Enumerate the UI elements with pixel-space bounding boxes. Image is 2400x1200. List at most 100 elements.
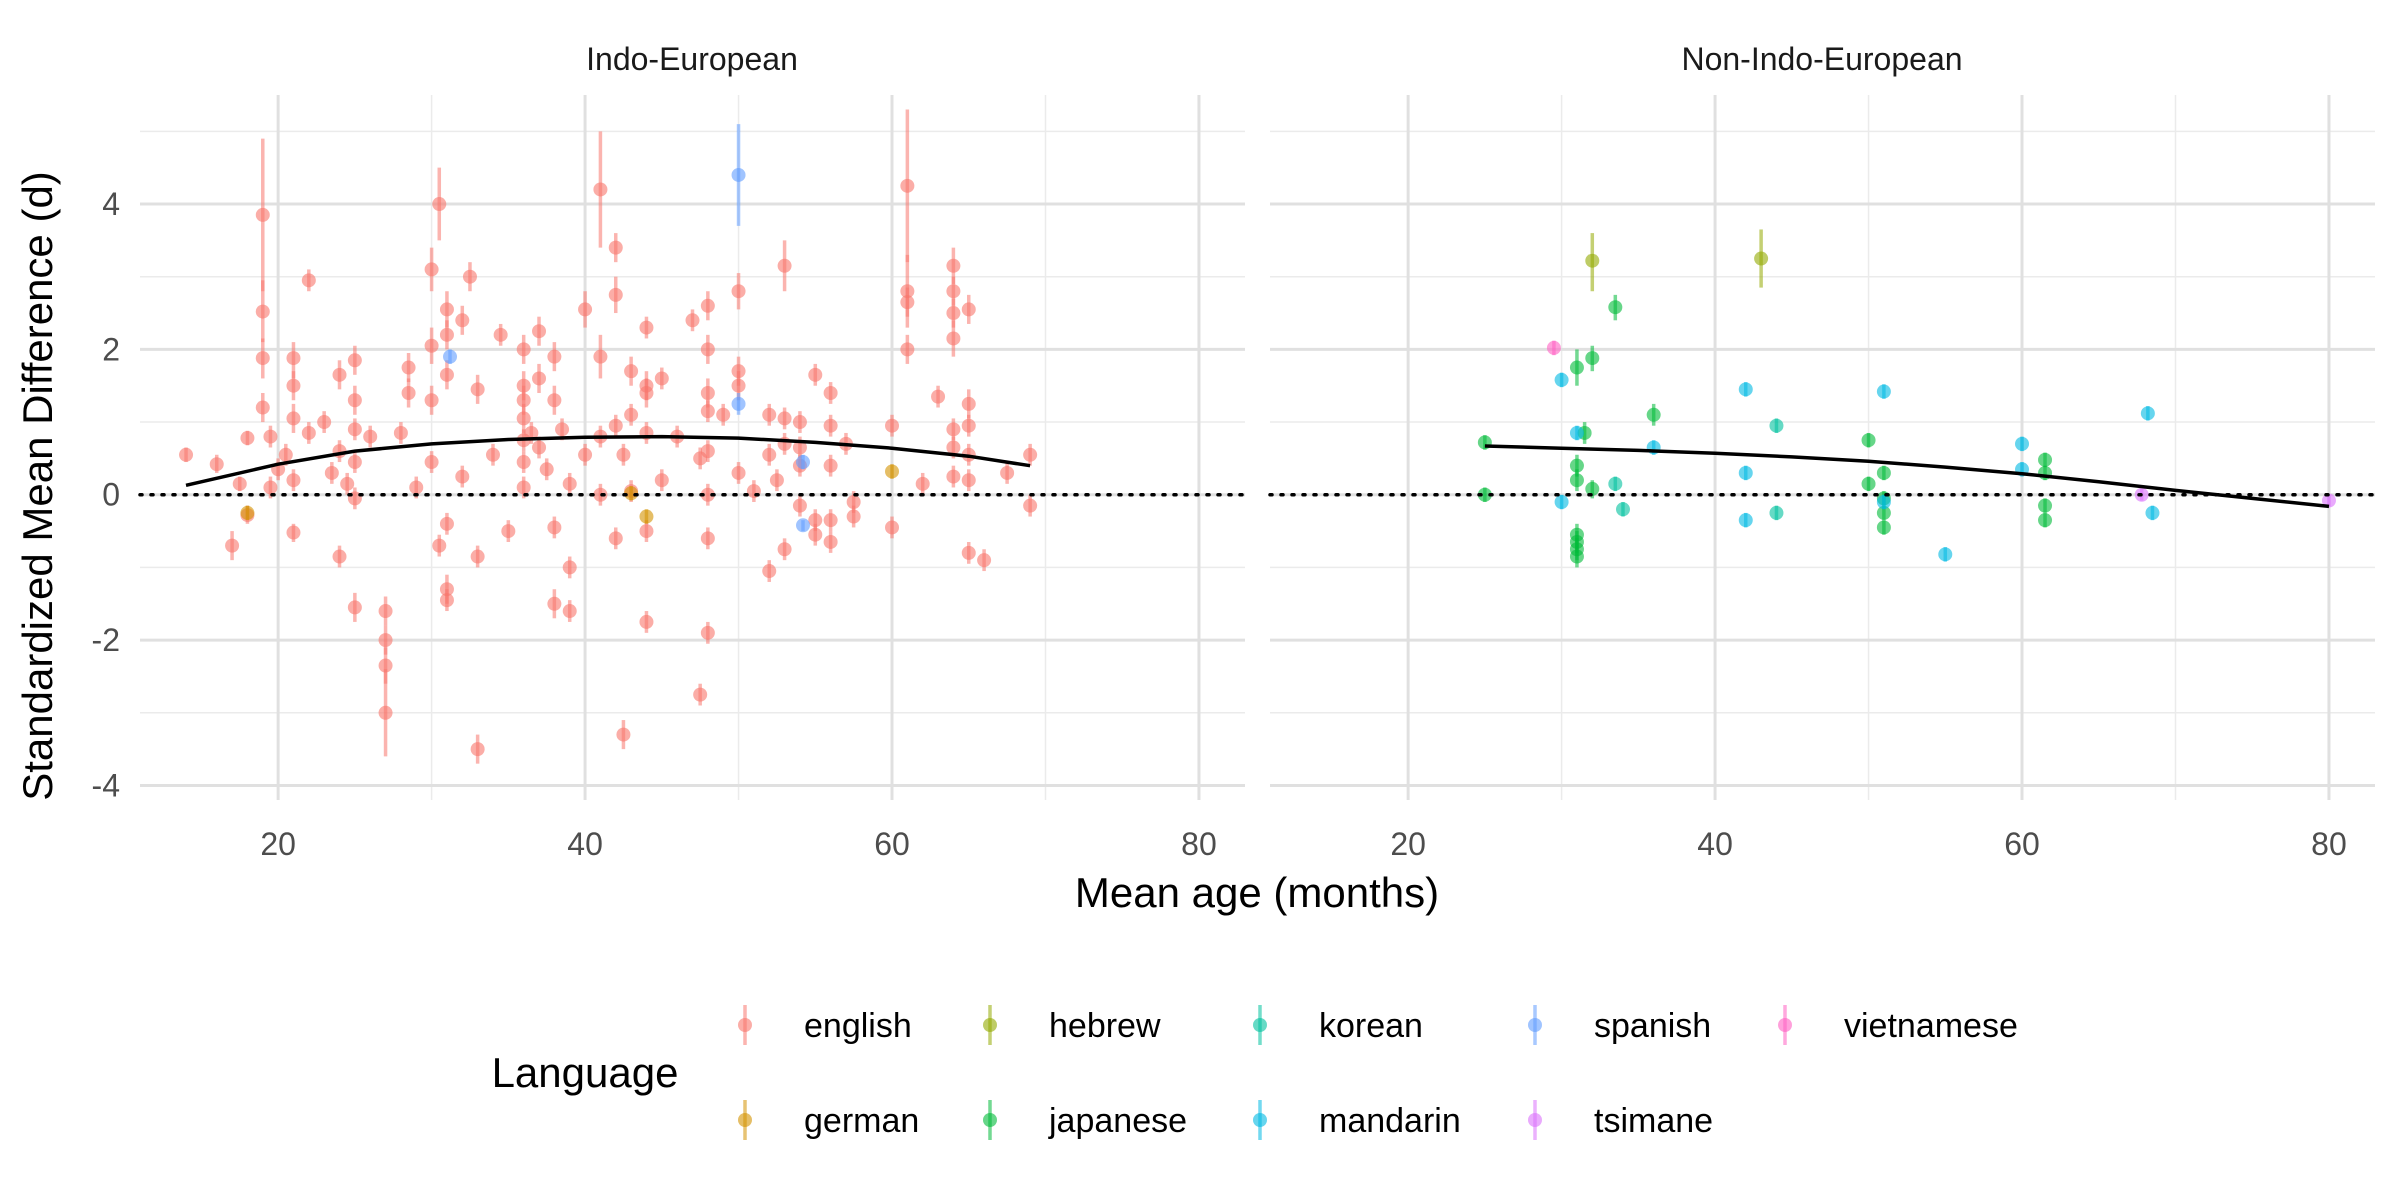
data-point-english [332,367,347,382]
x-tick-label: 20 [1390,826,1426,862]
data-point-english [700,444,715,459]
data-point-english [286,473,301,488]
data-point-english [516,342,531,357]
data-point-english [946,469,961,484]
data-point-english [961,418,976,433]
data-point-english [915,476,930,491]
data-point-english [608,240,623,255]
x-tick-label: 60 [2004,826,2040,862]
data-point-korean [1769,418,1784,433]
data-point-english [524,425,539,440]
data-point-spanish [443,349,458,364]
data-point-english [255,207,270,222]
data-point-english [462,269,477,284]
legend-key-spanish [1528,1005,1542,1045]
x-tick-label: 60 [874,826,910,862]
data-point-english [562,604,577,619]
data-point-english [439,593,454,608]
data-point-japanese [1569,549,1584,564]
data-point-english [209,457,224,472]
data-point-english [900,295,915,310]
data-point-english [263,480,278,495]
data-point-english [363,429,378,444]
y-tick-label: 2 [102,331,120,367]
data-point-english [685,313,700,328]
data-point-english [485,447,500,462]
data-point-english [823,385,838,400]
data-point-english [455,469,470,484]
legend-key-dot [1253,1113,1267,1127]
legend-key-korean [1253,1005,1267,1045]
legend-label-japanese: japanese [1048,1102,1187,1140]
data-point-english [639,320,654,335]
data-point-mandarin [2140,406,2155,421]
data-point-english [700,342,715,357]
data-point-english [263,429,278,444]
data-point-english [555,422,570,437]
legend-key-dot [983,1018,997,1032]
data-point-english [401,360,416,375]
data-point-english [393,425,408,440]
y-tick-label: 0 [102,477,120,513]
data-point-english [255,304,270,319]
data-point-english [539,462,554,477]
data-point-english [700,625,715,640]
data-point-english [792,440,807,455]
data-point-english [616,447,631,462]
data-point-english [931,389,946,404]
data-point-english [493,327,508,342]
legend-title: Language [492,1049,679,1096]
legend-label-german: german [804,1102,919,1140]
data-point-english [286,525,301,540]
data-point-english [578,302,593,317]
x-tick-label: 80 [2311,826,2347,862]
panel-title-non-indo-european: Non-Indo-European [1681,41,1962,77]
data-point-english [777,258,792,273]
x-axis-ticks-left: 20 40 60 80 [260,826,1216,862]
data-point-german [639,509,654,524]
x-tick-label: 20 [260,826,296,862]
data-point-english [278,447,293,462]
data-point-english [424,455,439,470]
data-point-english [700,298,715,313]
data-point-english [578,447,593,462]
data-point-english [808,527,823,542]
data-point-english [240,431,255,446]
data-point-english [516,393,531,408]
data-point-english [846,509,861,524]
data-point-english [693,687,708,702]
data-point-english [608,418,623,433]
data-point-english [700,385,715,400]
y-axis-ticks: -4 -2 0 2 4 [92,186,120,803]
data-point-korean [1769,505,1784,520]
data-point-english [731,465,746,480]
data-point-english [547,520,562,535]
data-point-english [946,284,961,299]
data-point-japanese [1876,505,1891,520]
data-point-english [432,197,447,212]
legend-key-mandarin [1253,1100,1267,1140]
data-point-english [1000,465,1015,480]
data-point-english [324,465,339,480]
data-point-mandarin [1738,382,1753,397]
data-point-english [378,633,393,648]
data-point-spanish [731,396,746,411]
panel-title-indo-european: Indo-European [586,41,798,77]
data-point-english [823,458,838,473]
data-point-english [961,396,976,411]
legend-key-dot [1253,1018,1267,1032]
data-point-english [616,727,631,742]
data-point-mandarin [1738,465,1753,480]
data-point-mandarin [1569,425,1584,440]
data-point-mandarin [2015,436,2030,451]
data-point-english [317,415,332,430]
data-point-english [593,182,608,197]
data-point-english [900,342,915,357]
data-point-mandarin [1554,372,1569,387]
data-point-english [977,553,992,568]
data-point-english [347,455,362,470]
data-point-english [532,440,547,455]
data-point-english [232,476,247,491]
data-point-english [900,178,915,193]
data-point-english [700,531,715,546]
